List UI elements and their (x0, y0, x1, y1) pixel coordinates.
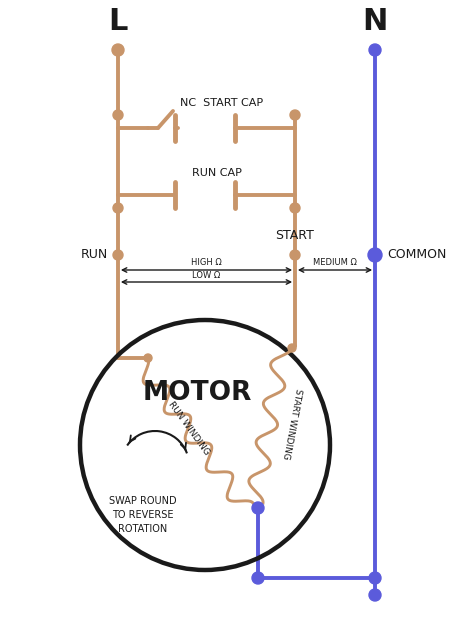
Circle shape (288, 344, 296, 352)
Circle shape (290, 203, 300, 213)
Text: N: N (362, 7, 388, 37)
Text: MOTOR: MOTOR (142, 380, 252, 406)
Circle shape (290, 250, 300, 260)
Text: NC  START CAP: NC START CAP (180, 98, 263, 108)
Circle shape (368, 248, 382, 262)
Circle shape (369, 589, 381, 601)
Text: HIGH Ω: HIGH Ω (191, 258, 222, 267)
Text: SWAP ROUND
TO REVERSE
ROTATION: SWAP ROUND TO REVERSE ROTATION (109, 496, 177, 534)
Text: START: START (275, 229, 314, 242)
Text: LOW Ω: LOW Ω (192, 271, 220, 280)
Text: RUN WINDING: RUN WINDING (166, 400, 211, 457)
Circle shape (290, 110, 300, 120)
Circle shape (144, 354, 152, 362)
Circle shape (369, 572, 381, 584)
Circle shape (252, 572, 264, 584)
Text: RUN: RUN (81, 249, 108, 262)
Text: L: L (109, 7, 128, 37)
Circle shape (113, 250, 123, 260)
Text: COMMON: COMMON (387, 249, 447, 262)
Text: RUN CAP: RUN CAP (191, 168, 241, 178)
Circle shape (112, 44, 124, 56)
Text: MEDIUM Ω: MEDIUM Ω (313, 258, 357, 267)
Circle shape (113, 203, 123, 213)
Circle shape (113, 110, 123, 120)
Circle shape (369, 44, 381, 56)
Text: START WINDING: START WINDING (281, 388, 302, 460)
Circle shape (252, 502, 264, 514)
